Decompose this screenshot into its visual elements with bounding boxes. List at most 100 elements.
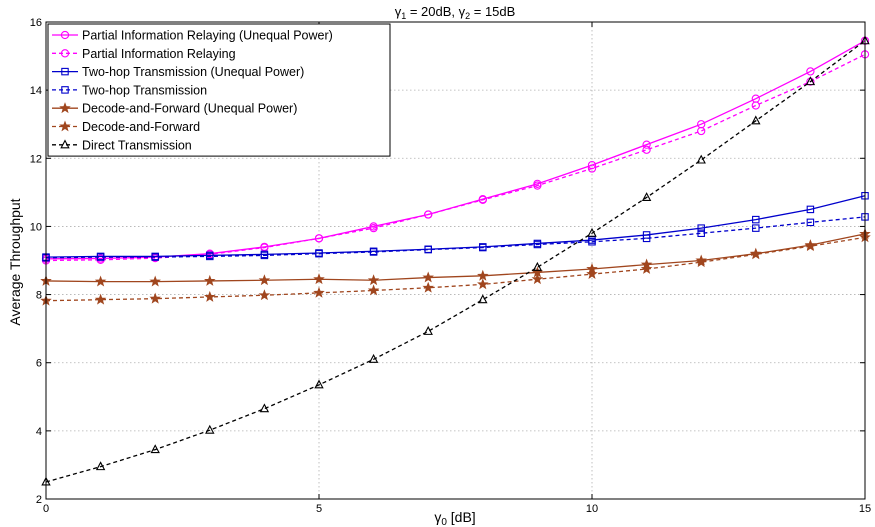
data-point xyxy=(752,215,760,224)
title-gamma1-subscript: 1 xyxy=(401,11,406,21)
data-point xyxy=(260,251,269,260)
data-point xyxy=(642,145,651,154)
series-line xyxy=(45,216,866,259)
data-point xyxy=(531,273,544,285)
y-tick-label: 4 xyxy=(36,426,42,438)
data-point xyxy=(424,210,433,219)
legend-label: Two-hop Transmission xyxy=(82,83,207,97)
data-point xyxy=(204,290,216,302)
legend: Partial Information Relaying (Unequal Po… xyxy=(47,23,391,157)
title-gamma2-value: = 15dB xyxy=(470,4,515,19)
data-point xyxy=(259,403,270,413)
legend-label: Decode-and-Forward (Unequal Power) xyxy=(82,102,297,116)
x-tick-label: 10 xyxy=(586,503,598,515)
data-point xyxy=(368,353,379,363)
data-point xyxy=(95,461,106,471)
series-line xyxy=(45,233,866,283)
data-point xyxy=(532,261,543,271)
data-point xyxy=(804,240,817,252)
y-tick-label: 16 xyxy=(30,17,42,29)
x-tick-label: 5 xyxy=(316,503,322,515)
title-gamma2-symbol: γ xyxy=(459,4,466,19)
legend-marker xyxy=(61,86,69,94)
legend-item: Two-hop Transmission (Unequal Power) xyxy=(52,65,304,79)
x-label-subscript: 0 xyxy=(441,517,447,527)
data-point xyxy=(696,154,706,164)
x-label-symbol: γ xyxy=(434,509,441,525)
legend-label: Decode-and-Forward xyxy=(82,120,200,134)
data-point xyxy=(478,195,487,205)
title-gamma1-value: = 20dB, xyxy=(406,4,458,19)
data-point xyxy=(751,115,761,125)
axis-ticks: 0 5 10 15 2 4 6 8 10 12 14 16 xyxy=(30,17,871,515)
x-axis-label: γ0 [dB] xyxy=(434,509,475,527)
data-point xyxy=(258,274,271,286)
legend-label: Two-hop Transmission (Unequal Power) xyxy=(82,65,304,79)
y-tick-label: 6 xyxy=(36,358,42,370)
data-point xyxy=(697,224,705,232)
data-point xyxy=(533,240,542,249)
data-point xyxy=(313,286,325,298)
data-point xyxy=(313,273,325,285)
data-point xyxy=(422,271,434,283)
y-tick-label: 10 xyxy=(30,221,42,233)
y-tick-label: 14 xyxy=(30,85,42,97)
data-point xyxy=(751,101,760,110)
x-tick-label: 0 xyxy=(43,503,49,515)
legend-label: Partial Information Relaying xyxy=(82,47,236,61)
data-point xyxy=(151,253,159,261)
data-point xyxy=(477,278,489,290)
legend-marker xyxy=(60,49,70,58)
data-point xyxy=(588,238,596,246)
data-point xyxy=(806,205,815,214)
y-axis-label: Average Throughput xyxy=(7,198,23,325)
series-line xyxy=(45,40,866,483)
data-point xyxy=(424,245,432,254)
data-point xyxy=(96,253,105,261)
data-point xyxy=(206,252,214,261)
data-point xyxy=(150,444,160,454)
data-point xyxy=(587,164,597,173)
series-4 xyxy=(42,213,869,262)
data-point xyxy=(367,284,380,296)
series-7 xyxy=(41,35,870,486)
data-point xyxy=(695,256,707,268)
legend-item: Partial Information Relaying (Unequal Po… xyxy=(52,29,333,43)
legend-marker xyxy=(60,30,70,40)
title-gamma2-subscript: 2 xyxy=(465,11,470,21)
title-gamma1-symbol: γ xyxy=(395,4,402,19)
data-point xyxy=(369,223,378,233)
data-point xyxy=(94,275,107,287)
data-point xyxy=(422,281,434,293)
data-point xyxy=(258,289,271,301)
data-point xyxy=(586,268,598,280)
data-point xyxy=(587,227,597,237)
series-line xyxy=(45,236,866,302)
legend-box xyxy=(47,23,391,157)
legend-item: Decode-and-Forward xyxy=(52,120,200,134)
legend-marker xyxy=(60,139,70,149)
data-point xyxy=(94,293,107,305)
data-point xyxy=(806,218,815,227)
legend-item: Partial Information Relaying xyxy=(52,47,236,61)
legend-marker xyxy=(59,102,71,114)
y-tick-label: 2 xyxy=(36,494,42,506)
data-point xyxy=(750,248,762,260)
legend-label: Partial Information Relaying (Unequal Po… xyxy=(82,29,333,43)
data-point xyxy=(697,229,705,237)
data-point xyxy=(314,379,324,389)
data-point xyxy=(752,224,760,232)
data-point xyxy=(149,275,161,287)
data-point xyxy=(315,249,323,258)
legend-marker xyxy=(61,67,69,76)
x-label-unit: [dB] xyxy=(447,509,476,525)
data-point xyxy=(149,292,161,304)
chart-title: γ1 = 20dB, γ2 = 15dB xyxy=(395,4,516,21)
data-point xyxy=(533,181,542,190)
data-point xyxy=(642,140,651,149)
data-point xyxy=(805,76,816,86)
data-point xyxy=(642,234,651,243)
data-point xyxy=(204,274,216,286)
y-tick-label: 12 xyxy=(30,153,42,165)
